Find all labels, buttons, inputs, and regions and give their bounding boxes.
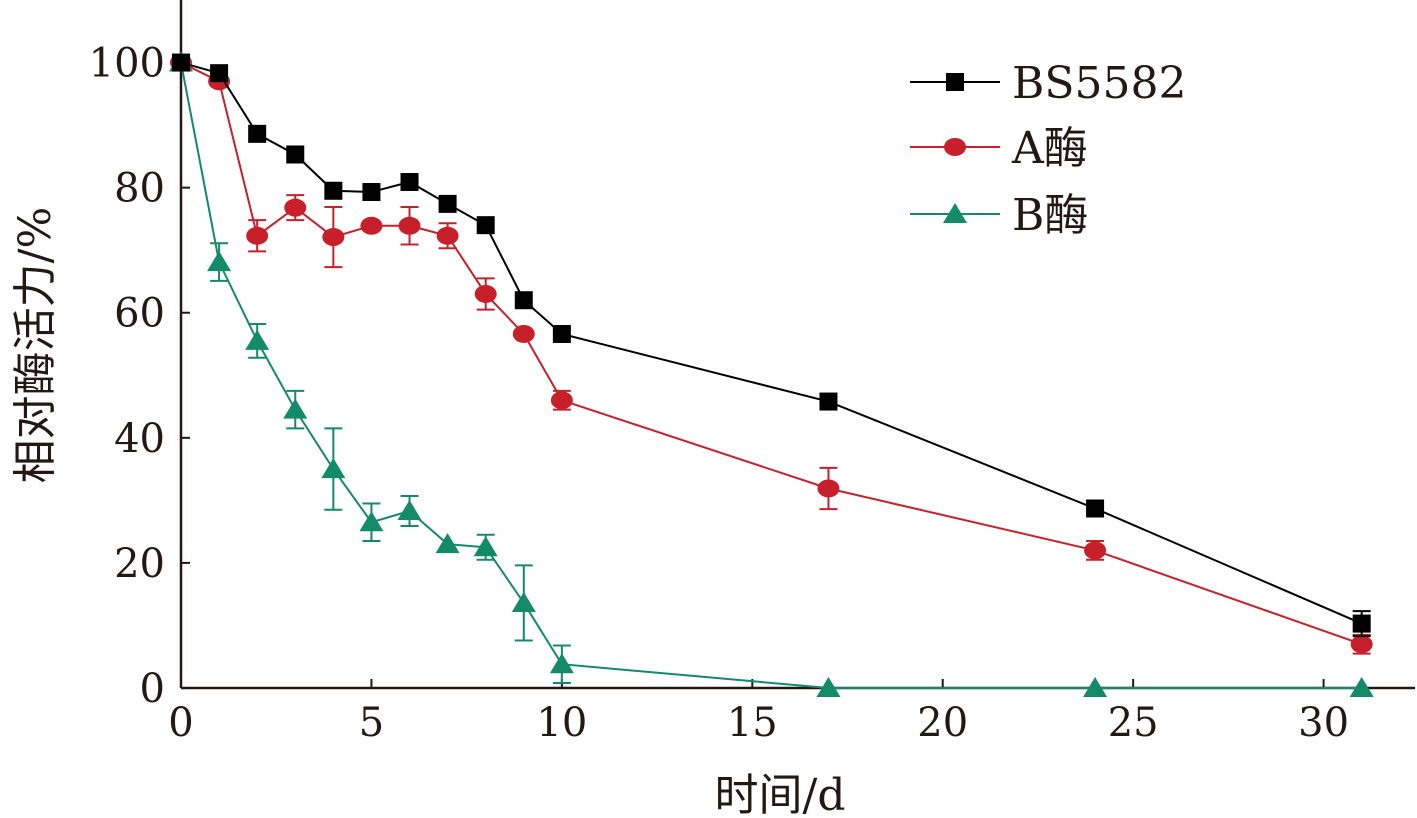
data-point [245, 329, 270, 350]
y-tick-label: 0 [140, 666, 165, 712]
data-point [474, 284, 497, 303]
data-point [246, 226, 269, 245]
series-line [180, 61, 1363, 646]
data-point [511, 591, 536, 612]
y-tick-label: 40 [114, 416, 165, 462]
data-point [284, 198, 307, 217]
data-point [1086, 499, 1105, 518]
data-point [322, 228, 345, 247]
legend-marker [944, 138, 966, 156]
legend: BS5582 A酶 B酶 [910, 58, 1186, 241]
series-B酶 [169, 51, 1374, 697]
x-tick-label: 20 [917, 700, 968, 746]
data-point [435, 533, 460, 554]
y-axis-label: 相对酶活力/% [10, 207, 61, 484]
data-point [819, 392, 838, 411]
series-BS5582 [172, 53, 1371, 638]
x-tick-label: 30 [1298, 700, 1349, 746]
legend-label: BS5582 [1012, 58, 1186, 109]
data-point [321, 458, 346, 479]
series-line [180, 61, 1363, 625]
x-axis-label: 时间/d [715, 770, 846, 818]
plot-area [169, 51, 1374, 697]
data-point [1083, 677, 1108, 697]
data-point [817, 479, 840, 498]
x-tick-label: 10 [536, 700, 587, 746]
data-point [362, 183, 381, 202]
data-point [359, 511, 384, 532]
y-tick-label: 20 [114, 541, 165, 587]
y-tick-label: 100 [89, 41, 165, 87]
data-point [816, 677, 841, 697]
y-tick-label: 60 [114, 291, 165, 337]
data-point [172, 53, 190, 72]
data-point [438, 194, 457, 213]
x-tick-label: 5 [359, 700, 384, 746]
x-tick-label: 15 [727, 700, 778, 746]
data-point [436, 226, 459, 245]
data-point [549, 653, 574, 674]
axes: 0 5 10 15 20 25 30 0 20 40 60 80 100 [89, 0, 1415, 746]
legend-marker [946, 73, 964, 91]
data-point [514, 291, 533, 310]
data-point [286, 145, 305, 164]
data-point [210, 64, 229, 83]
data-point [283, 398, 308, 419]
y-tick-label: 80 [114, 166, 165, 212]
x-tick-label: 25 [1108, 700, 1159, 746]
data-point [1084, 541, 1107, 560]
data-point [400, 173, 419, 192]
data-point [248, 124, 267, 143]
data-point [207, 251, 232, 272]
data-point [360, 216, 383, 235]
data-point [1350, 635, 1373, 654]
legend-marker [943, 203, 967, 223]
series-line [180, 62, 1362, 689]
data-point [473, 536, 498, 557]
data-point [552, 324, 571, 343]
series-A酶 [170, 53, 1373, 655]
data-point [1349, 677, 1374, 697]
data-point [324, 181, 343, 200]
data-point [512, 324, 535, 343]
data-point [397, 499, 422, 520]
x-tick-label: 0 [168, 700, 193, 746]
data-point [550, 391, 573, 410]
legend-label: B酶 [1012, 190, 1088, 241]
data-point [398, 216, 421, 235]
data-point [476, 216, 495, 235]
data-point [1352, 614, 1371, 633]
legend-label: A酶 [1011, 123, 1088, 174]
